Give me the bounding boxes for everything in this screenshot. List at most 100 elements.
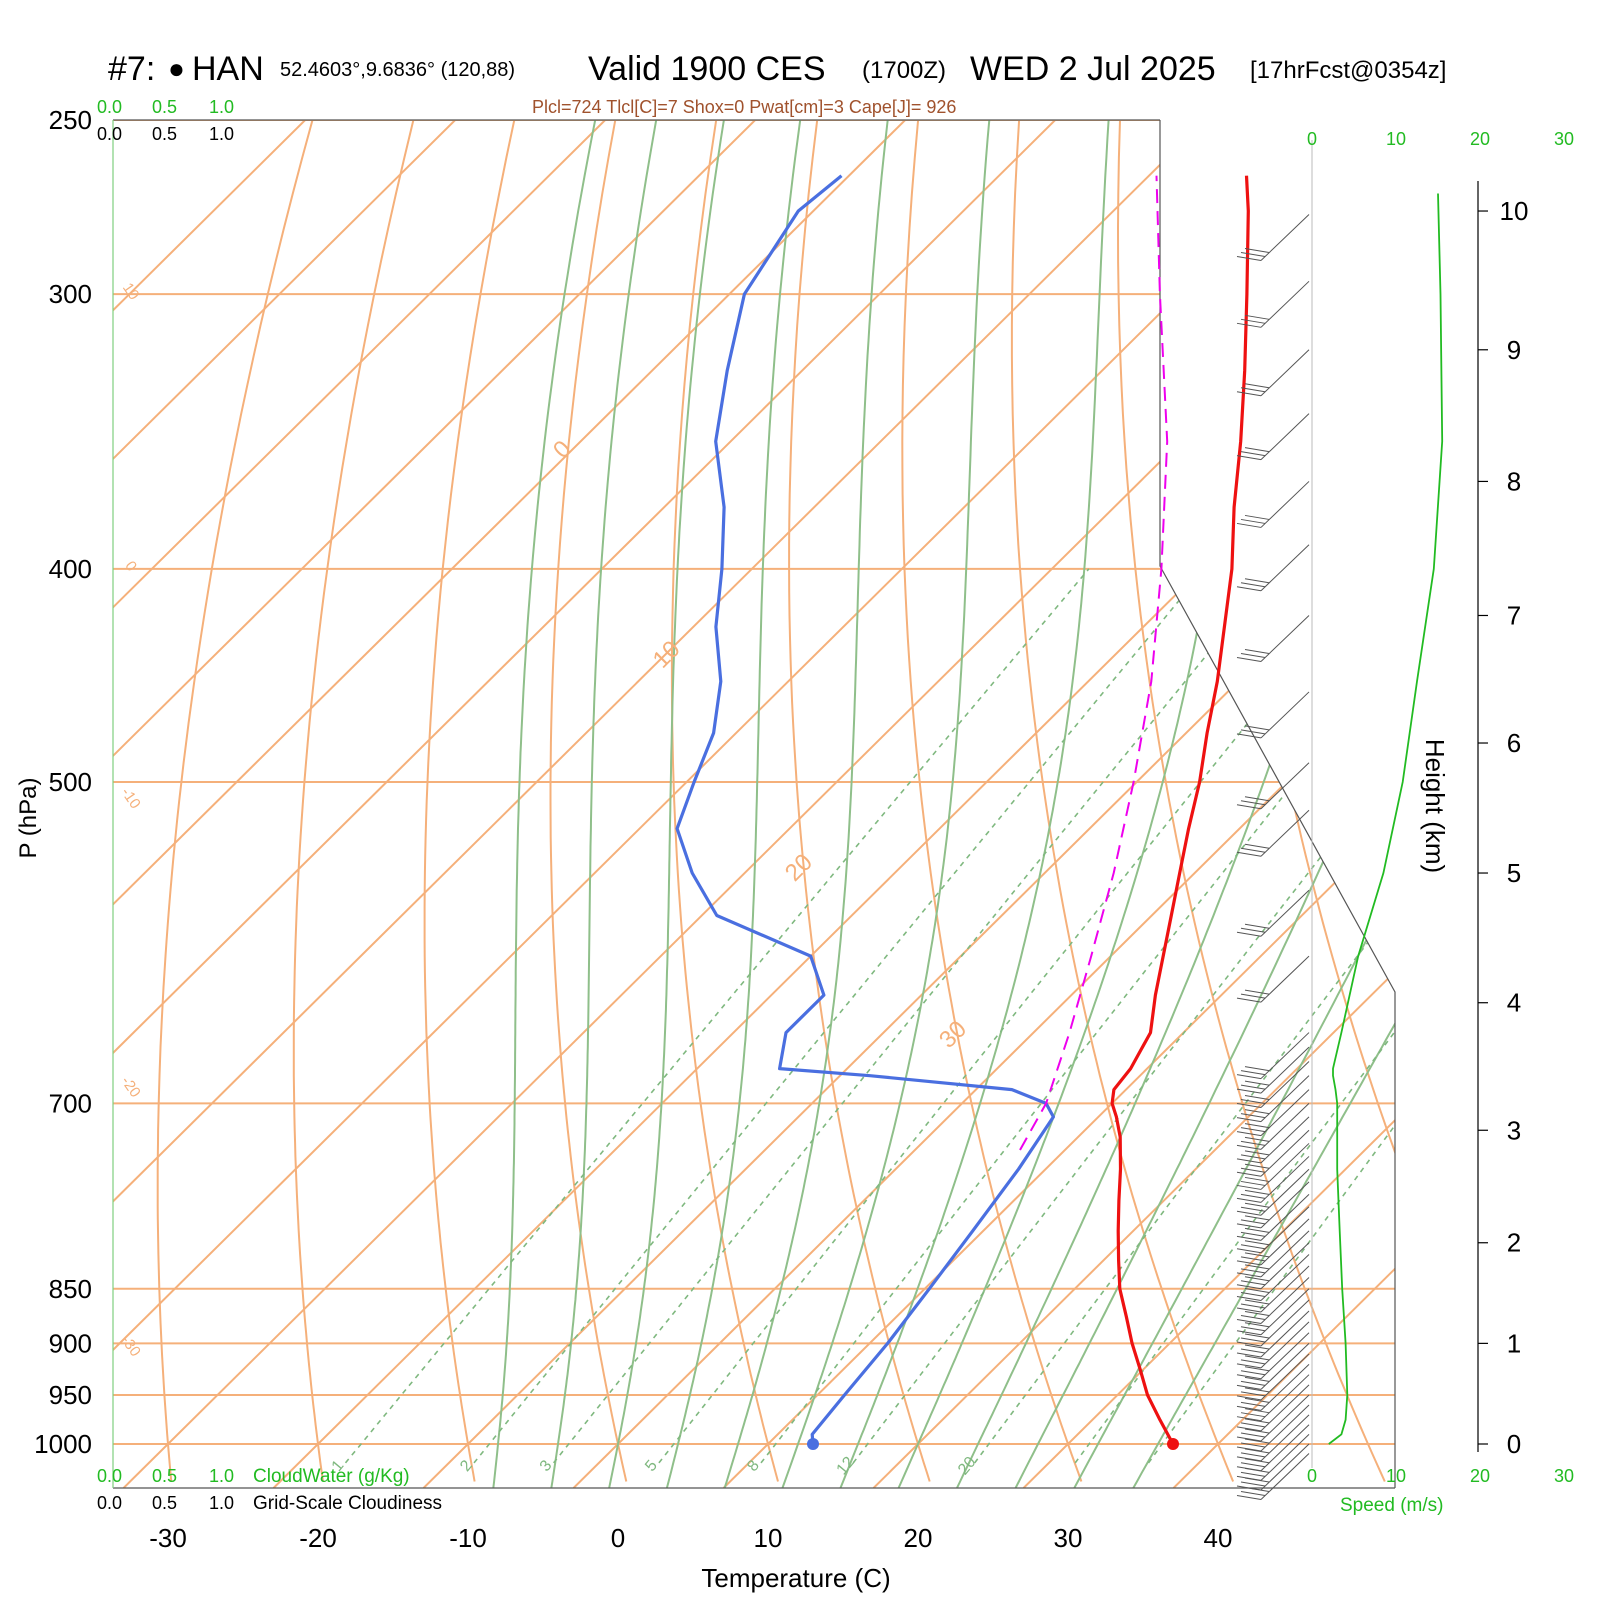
cloudiness-tick-top-1: 0.5: [152, 124, 177, 144]
wind-barb-flag: [1236, 1284, 1262, 1290]
mixing-ratio-label: 12: [834, 1454, 859, 1479]
wind-barb-flag: [1236, 1341, 1262, 1347]
wind-barb-flag: [1240, 1442, 1266, 1448]
wind-barb-flag: [1236, 1395, 1262, 1401]
wind-barb-staff: [1260, 1414, 1310, 1462]
isotherm-line: [872, 120, 1395, 1488]
wind-barb-flag: [1244, 1322, 1270, 1328]
wind-barb-flag: [1236, 1144, 1262, 1150]
temperature-tick-label: 30: [1054, 1523, 1083, 1553]
wind-barb-staff: [1260, 1404, 1310, 1452]
wind-barb-flag: [1240, 1412, 1266, 1418]
temperature-tick-label: 40: [1204, 1523, 1233, 1553]
wind-barb-flag: [1244, 1066, 1270, 1072]
wind-barb-staff: [1260, 1156, 1310, 1203]
wind-barb-flag: [1240, 1256, 1266, 1262]
wind-barb-flag: [1236, 1235, 1262, 1241]
speed-tick-bottom-0: 0: [1307, 1466, 1317, 1486]
isotherm-line: [113, 120, 672, 1488]
station-marker: ●: [168, 53, 185, 84]
isotherm-line: [1172, 120, 1395, 1488]
height-tick-label: 9: [1507, 335, 1521, 365]
wind-barb-flag: [1236, 1495, 1262, 1500]
temperature-tick-label: 20: [904, 1523, 933, 1553]
mixing-ratio-label: 20: [955, 1454, 980, 1479]
height-tick-label: 10: [1500, 196, 1529, 226]
wind-barb-staff: [1260, 280, 1310, 328]
wind-barb-staff: [1260, 214, 1310, 261]
wind-barb-flag: [1236, 1318, 1262, 1324]
wind-barb-flag: [1244, 1240, 1270, 1246]
wind-barb-flag: [1244, 314, 1270, 320]
wind-barb-flag: [1236, 1171, 1262, 1177]
wind-barb-flag: [1240, 1370, 1266, 1376]
wind-barb-flag: [1236, 1405, 1262, 1411]
wind-barb-flag: [1236, 1158, 1262, 1164]
wind-barb-flag: [1236, 1295, 1262, 1301]
moist-adiabat: [780, 120, 1003, 1488]
wind-speed-line: [1328, 193, 1444, 1445]
wind-barb-flag: [1236, 1374, 1262, 1380]
dry-adiabat: [1319, 120, 1395, 1482]
wind-barb-flag: [1240, 1380, 1266, 1386]
wind-barb-flag: [1240, 1140, 1266, 1146]
wind-barb-staff: [1260, 1434, 1310, 1481]
temperature-surface-marker: [1167, 1438, 1179, 1450]
moist-adiabat: [1130, 120, 1395, 1488]
frame-right: [1159, 120, 1396, 1488]
wind-barb-staff: [1260, 1343, 1310, 1390]
isotherm-line: [113, 120, 1395, 1488]
dry-adiabat: [292, 120, 472, 1482]
temperature-line: [1110, 175, 1250, 1445]
wind-barb-flag: [1240, 1452, 1266, 1458]
wind-barb-flag: [1244, 578, 1270, 584]
wind-barb-flag: [1244, 1080, 1270, 1086]
dry-adiabat-label: 0: [121, 558, 140, 575]
wind-barb-staff: [1260, 1061, 1310, 1108]
wind-barb-flag: [1240, 1113, 1266, 1119]
dry-adiabat-label: 30: [934, 1016, 972, 1054]
wind-barb-flag: [1244, 1252, 1270, 1258]
wind-barb-flag: [1236, 1466, 1262, 1472]
dry-adiabat: [549, 120, 662, 1482]
wind-barb-flag: [1244, 447, 1270, 453]
wind-barb-staff: [1260, 1046, 1310, 1094]
height-tick-label: 5: [1507, 858, 1521, 888]
wind-barb-staff: [1260, 1277, 1310, 1324]
wind-barb-flag: [1240, 1154, 1266, 1160]
cloudiness-tick-top-0: 0.0: [97, 124, 122, 144]
wind-barb-flag: [1236, 1485, 1262, 1491]
mixing-ratio-line: [344, 568, 1090, 1464]
wind-barb-staff: [1260, 1218, 1310, 1266]
wind-barb-staff: [1260, 1129, 1310, 1177]
wind-barb-flag: [1244, 1448, 1270, 1454]
mixing-ratio-line: [1074, 568, 1395, 1464]
wind-barb-staff: [1260, 1089, 1310, 1136]
wind-barb-flag: [1244, 1176, 1270, 1182]
dry-adiabat: [156, 120, 378, 1482]
wind-barb-flag: [1236, 851, 1262, 857]
wind-barb-flag: [1244, 1189, 1270, 1195]
wind-barb-flag: [1236, 1131, 1262, 1137]
wind-barb-staff: [1260, 1424, 1310, 1472]
wind-barb-staff: [1260, 1032, 1310, 1079]
wind-barb-flag: [1244, 989, 1270, 995]
wind-barb-flag: [1236, 1272, 1262, 1278]
wind-barb-flag: [1240, 927, 1266, 933]
height-tick-label: 4: [1507, 988, 1521, 1018]
wind-barb-flag: [1244, 1408, 1270, 1414]
wind-barb-flag: [1240, 1303, 1266, 1309]
wind-barb-flag: [1244, 1109, 1270, 1115]
wind-barb-flag: [1240, 1099, 1266, 1105]
wind-barb-flag: [1244, 1095, 1270, 1101]
dry-adiabat-label: 10: [119, 280, 142, 303]
forecast-label: [17hrFcst@0354z]: [1250, 57, 1446, 84]
wind-barb-staff: [1260, 1299, 1310, 1347]
isotherm-line: [422, 120, 1395, 1488]
cloudwater-label: CloudWater (g/Kg): [253, 1466, 410, 1487]
wind-barb-flag: [1236, 1184, 1262, 1190]
wind-barb-flag: [1240, 1231, 1266, 1237]
wind-barb-staff: [1260, 1321, 1310, 1369]
wind-barb-flag: [1240, 252, 1266, 257]
wind-barb-staff: [1260, 1353, 1310, 1401]
